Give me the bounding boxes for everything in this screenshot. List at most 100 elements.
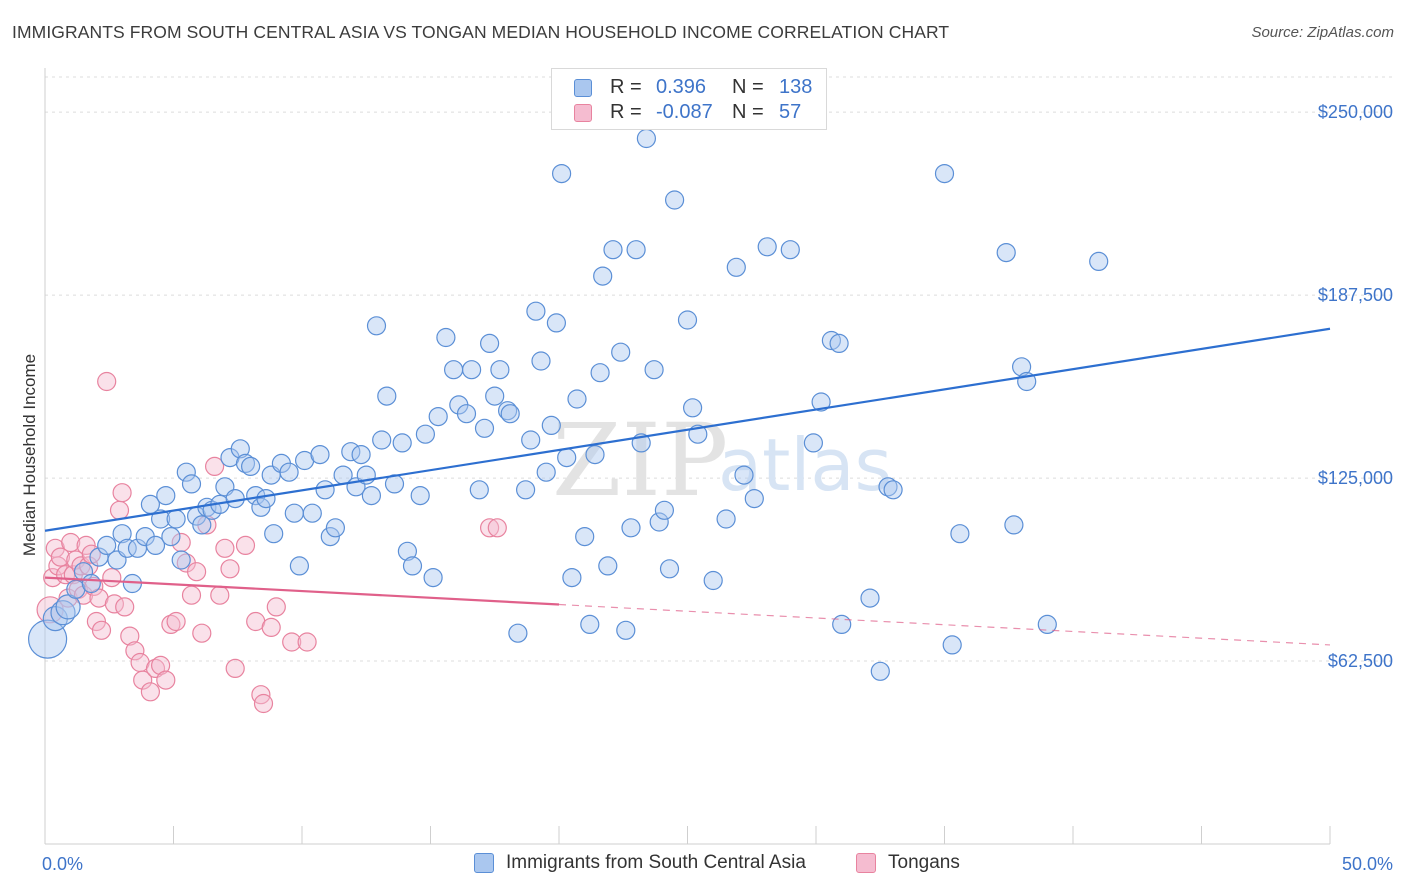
blue-point [230,439,250,459]
blue-point [436,327,456,348]
blue-point [235,453,256,473]
blue-point [264,524,284,544]
blue-point [557,448,577,468]
blue-point [444,360,464,380]
blue-point [256,489,276,509]
blue-point [171,550,191,570]
blue-point [279,462,299,482]
blue-swatch-icon [474,853,494,873]
blue-point [562,567,582,588]
pink-swatch-icon [574,104,592,122]
blue-point [1004,515,1024,535]
pink-point [253,693,274,714]
pink-point [225,658,245,679]
watermark-zip: ZIP [552,402,728,519]
blue-point [498,401,518,421]
blue-point [474,418,495,438]
watermark: ZIP atlas [552,402,892,519]
blue-point [302,503,322,523]
pink-point [235,535,256,556]
blue-point [1037,614,1057,635]
pink-point [81,544,101,564]
r-label: R = [610,76,642,98]
blue-point [580,614,600,635]
r-value: -0.087 [656,101,713,123]
pink-point [125,641,145,661]
blue-point [950,524,970,544]
blue-point [860,588,880,608]
blue-point [603,240,623,260]
blue-point [192,515,212,535]
blue-point [372,430,392,450]
blue-point [734,465,754,485]
pink-point [91,620,112,640]
blue-point [428,407,448,427]
pink-point [282,632,302,652]
blue-point [508,623,528,643]
blue-point [377,386,397,406]
blue-point [397,541,417,561]
x-tick-label-max: 50.0% [1342,854,1393,874]
blue-point [161,526,181,547]
pink-point [115,597,135,617]
pink-swatch-icon [856,853,876,873]
pink-point [181,585,202,605]
blue-point [636,128,657,149]
blue-point [325,518,345,538]
pink-point [50,547,71,567]
blue-point [744,489,764,509]
blue-point [156,486,176,506]
blue-point [469,480,489,500]
pink-point [192,623,212,643]
blue-point [654,500,675,520]
pink-trend-line-extension [558,603,1331,646]
blue-point [284,503,304,523]
blue-point [181,474,202,494]
blue-point [515,480,536,500]
pink-point [112,483,132,503]
blue-point [551,164,572,184]
blue-point [832,614,852,635]
axes [44,68,1331,845]
pink-point [266,597,286,617]
blue-point [780,240,800,260]
r-value: 0.396 [656,76,707,98]
y-tick-label: $62,500 [1328,651,1393,671]
blue-point [942,635,962,655]
pink-point [61,532,81,553]
blue-point [878,477,898,497]
chart-source: Source: ZipAtlas.com [1251,24,1394,41]
correlation-legend: R = 0.396 N = 138 R = -0.087 N = 57 [551,68,827,130]
blue-point [315,480,335,500]
x-tick-label-min: 0.0% [42,854,83,874]
trend-lines [44,327,1331,646]
blue-point [1089,251,1109,271]
watermark-atlas: atlas [718,423,892,507]
blue-point [870,661,890,681]
pink-point [86,611,107,632]
n-value: 138 [779,76,813,98]
blue-point [593,266,613,286]
blue-point [485,386,505,406]
chart-title: IMMIGRANTS FROM SOUTH CENTRAL ASIA VS TO… [12,22,950,42]
blue-point [829,333,849,353]
blue-point [415,424,435,444]
blue-point [682,398,703,418]
blue-point [176,462,196,482]
blue-point [996,243,1016,263]
pink-point [109,500,130,520]
pink-point [205,456,225,476]
pink-trend-line [44,576,560,606]
blue-point [531,351,551,371]
blue-point [112,524,132,544]
blue-point [526,301,546,321]
pink-point [133,670,153,690]
pink-point [166,611,186,632]
blue-point [546,313,567,333]
blue-point [803,433,824,453]
blue-point [626,240,646,260]
blue-point [27,619,68,659]
blue-point [567,389,587,409]
x-tick-labels: 0.0% 50.0% [42,854,1393,874]
grid [45,76,1395,662]
